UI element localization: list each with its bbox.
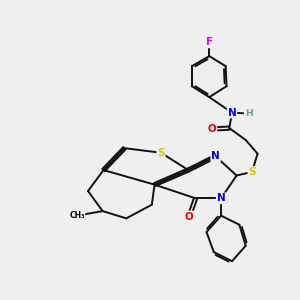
Text: H: H: [244, 109, 252, 118]
Text: N: N: [211, 152, 220, 161]
Text: F: F: [206, 38, 213, 47]
Text: O: O: [208, 124, 216, 134]
Text: S: S: [248, 167, 256, 177]
Text: CH₃: CH₃: [69, 211, 85, 220]
Text: S: S: [157, 148, 165, 158]
Text: O: O: [185, 212, 194, 221]
Text: N: N: [217, 193, 226, 203]
Text: N: N: [228, 108, 236, 118]
